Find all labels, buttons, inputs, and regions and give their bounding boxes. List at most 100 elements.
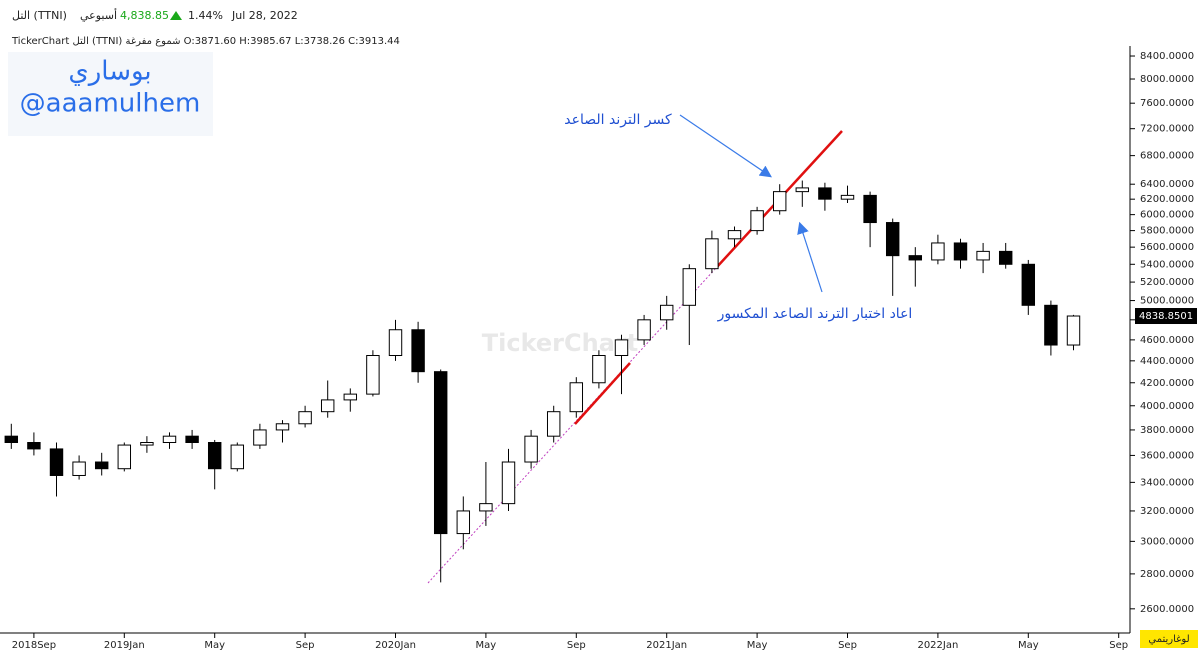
candle-body (705, 238, 719, 270)
x-tick-label: May (747, 640, 768, 651)
candle-body (818, 187, 832, 200)
brand-handle: @aaamulhem (20, 89, 201, 119)
y-tick-label: 3800.0000 (1140, 425, 1194, 436)
y-tick-label: 4200.0000 (1140, 378, 1194, 389)
candle-body (185, 435, 199, 444)
x-tick-label: 2019Jan (104, 640, 145, 651)
y-tick-label: 6000.0000 (1140, 210, 1194, 221)
y-tick-label: 8000.0000 (1140, 74, 1194, 85)
candle-body (27, 442, 41, 450)
watermark: TickerChart (482, 329, 638, 357)
candle-body (207, 442, 222, 470)
candle-body (863, 194, 877, 224)
candle-body (275, 423, 290, 431)
x-tick-label: Sep (296, 640, 315, 651)
candle-body (998, 250, 1013, 265)
x-tick-label: May (204, 640, 225, 651)
up-arrow-icon (170, 11, 182, 20)
candle-body (727, 230, 742, 240)
y-tick-label: 6200.0000 (1140, 194, 1194, 205)
candle-body (953, 242, 968, 261)
brand-name: بوساري (68, 57, 151, 87)
candle-body (501, 461, 516, 505)
brand-box (8, 52, 213, 136)
candle-body (479, 503, 493, 512)
candle-body (4, 435, 19, 444)
y-tick-label: 2600.0000 (1140, 604, 1194, 615)
candle-body (253, 429, 267, 446)
candle-body (140, 442, 154, 446)
candle-body (614, 339, 629, 357)
x-tick-label: May (476, 640, 497, 651)
candle-body (772, 191, 787, 212)
y-tick-label: 4000.0000 (1140, 401, 1194, 412)
period: أسبوعي (80, 8, 117, 22)
x-tick-label: May (1018, 640, 1039, 651)
y-tick-label: 8400.0000 (1140, 51, 1194, 62)
x-tick-label: 2018Sep (12, 640, 56, 651)
y-tick-label: 3000.0000 (1140, 536, 1194, 547)
y-tick-label: 3200.0000 (1140, 506, 1194, 517)
candle-body (931, 242, 945, 261)
y-tick-label: 5400.0000 (1140, 259, 1194, 270)
x-tick-label: Sep (1109, 640, 1128, 651)
candle-body (366, 355, 380, 395)
candle-body (298, 411, 312, 425)
candle-body (433, 371, 448, 535)
trend-line (574, 362, 631, 425)
y-tick-label: 4400.0000 (1140, 356, 1194, 367)
y-tick-label: 3600.0000 (1140, 450, 1194, 461)
candle-body (908, 255, 923, 261)
y-tick-label: 7200.0000 (1140, 124, 1194, 135)
candle-body (456, 510, 471, 535)
candle-body (885, 222, 900, 257)
arrow (797, 221, 823, 293)
candle-body (72, 461, 86, 476)
candle-body (1066, 315, 1081, 346)
y-tick-label: 5600.0000 (1140, 242, 1194, 253)
y-tick-label: 3400.0000 (1140, 477, 1194, 488)
y-tick-label: 5200.0000 (1140, 277, 1194, 288)
price: 4,838.85 (120, 9, 169, 22)
candle-body (162, 435, 177, 444)
candle-body (569, 382, 584, 413)
candle-body (1021, 263, 1036, 306)
candle-body (976, 250, 990, 261)
candle-body (411, 329, 425, 373)
scale-mode-box[interactable] (1140, 630, 1198, 648)
info-line: TickerChart التل (TTNI) شموع مفرغة O:387… (11, 36, 400, 47)
trend-dotted (427, 267, 717, 584)
candle-body (795, 187, 810, 193)
last-price-label: 4838.8501 (1139, 311, 1193, 322)
y-tick-label: 6800.0000 (1140, 151, 1194, 162)
scale-mode[interactable]: لوغاريتمي (1148, 634, 1189, 645)
x-tick-label: 2020Jan (375, 640, 416, 651)
candle-body (49, 448, 64, 476)
x-tick-label: Sep (838, 640, 857, 651)
y-tick-label: 5800.0000 (1140, 226, 1194, 237)
candle-body (320, 399, 335, 413)
candle-body (388, 329, 403, 357)
candle-body (682, 268, 697, 306)
arrow (679, 114, 772, 178)
annotation: كسر الترند الصاعد (564, 112, 672, 128)
last-price-box (1135, 308, 1197, 325)
candle-body (637, 319, 651, 341)
candle-body (94, 461, 109, 470)
x-tick-label: 2021Jan (646, 640, 687, 651)
x-tick-label: Sep (567, 640, 586, 651)
candle-body (659, 304, 674, 321)
y-tick-label: 5000.0000 (1140, 296, 1194, 307)
y-tick-label: 4600.0000 (1140, 335, 1194, 346)
candle-body (1044, 304, 1058, 346)
candle-body (592, 355, 606, 384)
y-tick-label: 6400.0000 (1140, 179, 1194, 190)
symbol: التل (TTNI) (12, 9, 67, 22)
candle-body (230, 444, 245, 470)
candle-body (750, 210, 764, 232)
candle-body (117, 444, 132, 470)
candle-body (343, 393, 358, 401)
change: 1.44% (188, 9, 223, 22)
candle-body (840, 194, 855, 200)
